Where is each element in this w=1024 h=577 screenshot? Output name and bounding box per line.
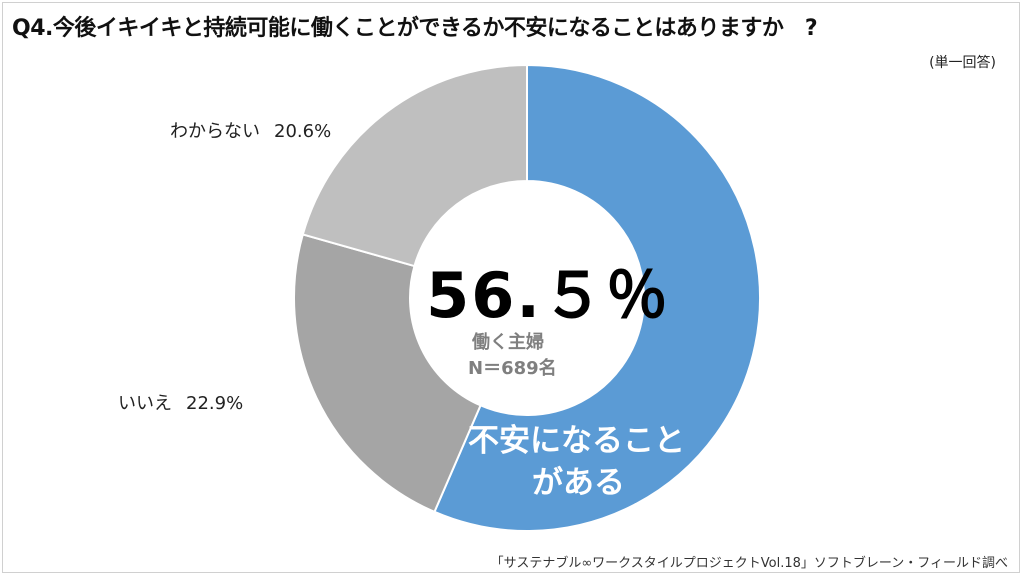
chart-title: Q4.今後イキイキと持続可能に働くことができるか不安になることはありますか ? — [12, 16, 818, 41]
slice-label-line2: がある — [532, 465, 625, 501]
slice-anxious — [433, 63, 761, 532]
label-wakaranai-pct: 20.6% — [274, 121, 332, 142]
label-wakaranai-text: わからない — [170, 121, 260, 142]
answer-type-note: (単一回答) — [929, 55, 996, 71]
slice-label-line1: 不安になること — [468, 423, 685, 459]
label-iie: いいえ 22.9% — [118, 389, 243, 415]
center-sample-size: N＝689名 — [468, 358, 557, 379]
center-respondent-group: 働く主婦 — [472, 332, 544, 353]
slice-iie — [293, 233, 482, 514]
slice-wakaranai — [301, 63, 528, 268]
label-iie-pct: 22.9% — [186, 393, 244, 414]
slice-label-anxious: 不安になること がある — [468, 420, 685, 504]
center-sample-info: 働く主婦 N＝689名 — [468, 330, 557, 382]
label-wakaranai: わからない 20.6% — [170, 117, 331, 143]
label-iie-text: いいえ — [118, 393, 172, 414]
source-note: 「サステナブル∞ワークスタイルプロジェクトVol.18」ソフトブレーン・フィール… — [490, 556, 1008, 571]
center-percentage: 56.５％ — [426, 259, 670, 332]
